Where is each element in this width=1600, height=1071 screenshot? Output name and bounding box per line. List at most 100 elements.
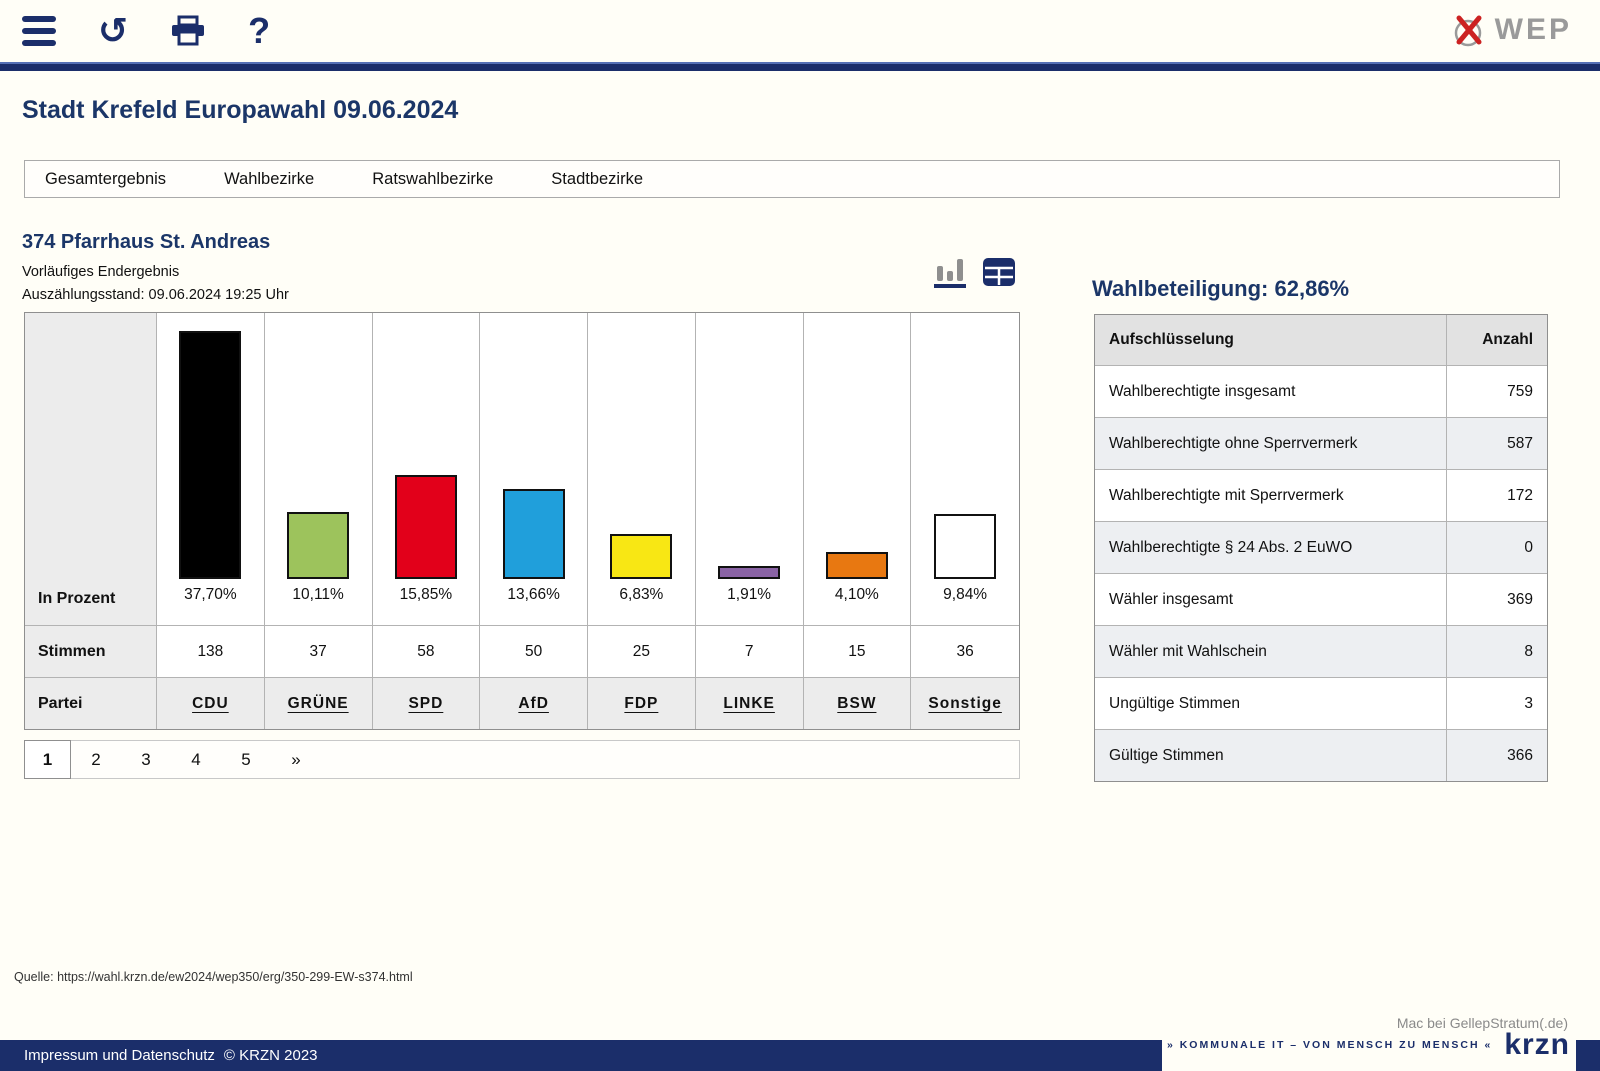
party-cell-spd: SPD xyxy=(372,677,481,729)
chart-column-fdp: 6,83% xyxy=(588,313,696,625)
votes-linke: 7 xyxy=(695,625,804,677)
party-cell-sonstige: Sonstige xyxy=(911,677,1019,729)
votes-gr-ne: 37 xyxy=(264,625,373,677)
percent-value: 4,10% xyxy=(834,586,879,603)
brand-text: WEP xyxy=(1494,13,1572,46)
percent-value: 10,11% xyxy=(292,586,344,603)
stats-label: Wahlberechtigte insgesamt xyxy=(1095,366,1447,417)
bar-fdp xyxy=(610,534,673,579)
percent-row-label: In Prozent xyxy=(25,313,157,625)
party-cell-linke: LINKE xyxy=(695,677,804,729)
votes-spd: 58 xyxy=(372,625,481,677)
party-link-bsw[interactable]: BSW xyxy=(837,694,877,712)
page-title: Stadt Krefeld Europawahl 09.06.2024 xyxy=(22,96,459,124)
tab-gesamtergebnis[interactable]: Gesamtergebnis xyxy=(45,169,167,188)
stats-row-w-hler-insgesamt: Wähler insgesamt 369 xyxy=(1095,573,1547,625)
bar-cdu xyxy=(179,331,242,579)
stats-value: 3 xyxy=(1524,694,1533,712)
chart-column-linke: 1,91% xyxy=(696,313,804,625)
source-url: Quelle: https://wahl.krzn.de/ew2024/wep3… xyxy=(14,970,413,984)
party-link-spd[interactable]: SPD xyxy=(408,694,444,712)
stats-value: 587 xyxy=(1507,434,1533,452)
party-link-cdu[interactable]: CDU xyxy=(192,694,229,712)
page-1[interactable]: 1 xyxy=(24,740,71,779)
party-cell-gr-ne: GRÜNE xyxy=(264,677,373,729)
votes-bsw: 15 xyxy=(803,625,912,677)
stats-label: Wähler mit Wahlschein xyxy=(1095,626,1447,677)
menu-button[interactable] xyxy=(22,16,56,46)
count-state: Auszählungsstand: 09.06.2024 19:25 Uhr xyxy=(22,287,289,303)
help-icon: ? xyxy=(248,10,271,51)
toolbar: ↺ ? WEP xyxy=(0,0,1600,62)
stats-row-ung-ltige-stimmen: Ungültige Stimmen 3 xyxy=(1095,677,1547,729)
stats-value: 369 xyxy=(1507,590,1533,608)
page-4[interactable]: 4 xyxy=(191,749,201,769)
percent-value: 13,66% xyxy=(507,586,560,603)
chart-view-button[interactable] xyxy=(930,250,968,288)
tab-bar: Gesamtergebnis Wahlbezirke Ratswahlbezirke… xyxy=(24,160,1560,198)
stats-value: 172 xyxy=(1507,486,1533,504)
percent-value: 9,84% xyxy=(943,586,988,603)
party-cell-cdu: CDU xyxy=(157,677,265,729)
page-5[interactable]: 5 xyxy=(241,749,251,769)
wep-logo: WEP xyxy=(1451,10,1572,50)
help-button[interactable]: ? xyxy=(248,13,270,49)
party-cell-bsw: BSW xyxy=(803,677,912,729)
table-view-button[interactable] xyxy=(982,256,1016,288)
party-link-gr-ne[interactable]: GRÜNE xyxy=(287,694,349,712)
stats-header-row: Aufschlüsselung Anzahl xyxy=(1095,315,1547,365)
tab-stadtbezirke[interactable]: Stadtbezirke xyxy=(551,169,644,188)
krzn-branding: Mac bei GellepStratum(.de) » KOMMUNALE I… xyxy=(1162,1014,1576,1071)
table-icon xyxy=(983,258,1015,286)
stats-label: Wahlberechtigte § 24 Abs. 2 EuWO xyxy=(1095,522,1447,573)
party-row-label: Partei xyxy=(25,677,157,729)
bar-bsw xyxy=(825,552,888,579)
bar-spd xyxy=(394,475,457,579)
stats-value: 0 xyxy=(1524,538,1533,556)
page-next[interactable]: » xyxy=(291,749,301,769)
party-link-linke[interactable]: LINKE xyxy=(723,694,775,712)
stats-row-w-hler-mit-wahlschein: Wähler mit Wahlschein 8 xyxy=(1095,625,1547,677)
print-button[interactable] xyxy=(170,15,206,47)
percent-value: 6,83% xyxy=(619,586,664,603)
party-link-afd[interactable]: AfD xyxy=(518,694,549,712)
gellepstratum-text: Mac bei GellepStratum(.de) xyxy=(1396,1015,1568,1031)
stats-label: Wahlberechtigte ohne Sperrvermerk xyxy=(1095,418,1447,469)
view-toggles xyxy=(930,250,1016,288)
krzn-logo: krzn xyxy=(1504,1028,1570,1061)
page-2[interactable]: 2 xyxy=(91,749,101,769)
votes-afd: 50 xyxy=(480,625,588,677)
impressum-link[interactable]: Impressum und Datenschutz xyxy=(24,1047,215,1064)
stats-value: 8 xyxy=(1524,642,1533,660)
print-icon xyxy=(172,15,205,46)
stats-label: Ungültige Stimmen xyxy=(1095,678,1447,729)
results-chart: In Prozent 37,70% 10,11% 15,85% 13,66% 6,83% 1… xyxy=(24,312,1020,730)
refresh-button[interactable]: ↺ xyxy=(98,13,128,49)
page-3[interactable]: 3 xyxy=(141,749,151,769)
tab-wahlbezirke[interactable]: Wahlbezirke xyxy=(224,169,315,188)
bar-afd xyxy=(502,489,565,579)
bar-sonstige xyxy=(934,514,997,579)
pagination: 1 2 3 4 5 » xyxy=(24,740,1020,779)
chart-column-spd: 15,85% xyxy=(373,313,481,625)
votes-fdp: 25 xyxy=(588,625,696,677)
refresh-icon: ↺ xyxy=(98,10,129,51)
stats-value: 759 xyxy=(1507,382,1533,400)
stats-label: Gültige Stimmen xyxy=(1095,730,1447,781)
tab-ratswahlbezirke[interactable]: Ratswahlbezirke xyxy=(372,169,494,188)
menu-icon xyxy=(22,16,56,46)
chart-column-gr-ne: 10,11% xyxy=(265,313,373,625)
party-link-fdp[interactable]: FDP xyxy=(624,694,659,712)
percent-value: 37,70% xyxy=(184,586,237,603)
votes-row-label: Stimmen xyxy=(25,625,157,677)
stats-row-wahlberechtigte-ohne-sperrvermerk: Wahlberechtigte ohne Sperrvermerk 587 xyxy=(1095,417,1547,469)
stats-row-wahlberechtigte-insgesamt: Wahlberechtigte insgesamt 759 xyxy=(1095,365,1547,417)
party-cell-fdp: FDP xyxy=(588,677,696,729)
chart-column-cdu: 37,70% xyxy=(157,313,265,625)
stats-row-wahlberechtigte-mit-sperrvermerk: Wahlberechtigte mit Sperrvermerk 172 xyxy=(1095,469,1547,521)
bar-gr-ne xyxy=(287,512,350,579)
party-link-sonstige[interactable]: Sonstige xyxy=(928,694,1002,712)
percent-value: 15,85% xyxy=(399,586,453,603)
bar-linke xyxy=(718,566,781,579)
